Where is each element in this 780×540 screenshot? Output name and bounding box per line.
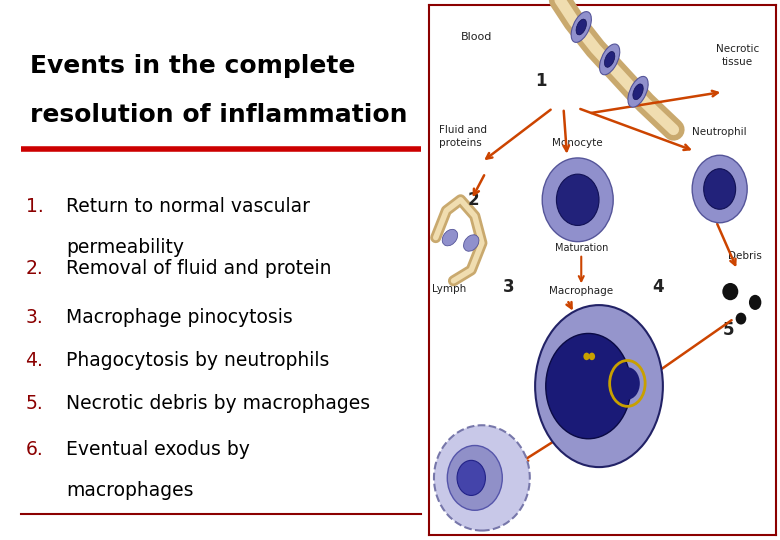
- Ellipse shape: [604, 51, 615, 68]
- Ellipse shape: [463, 235, 479, 251]
- Ellipse shape: [442, 230, 458, 246]
- Ellipse shape: [447, 446, 502, 510]
- Ellipse shape: [749, 295, 761, 310]
- Ellipse shape: [600, 44, 620, 75]
- Text: 5: 5: [723, 321, 735, 339]
- Text: Events in the complete: Events in the complete: [30, 54, 355, 78]
- Ellipse shape: [692, 156, 747, 222]
- Ellipse shape: [535, 305, 663, 467]
- Text: 5.: 5.: [26, 394, 43, 413]
- Text: macrophages: macrophages: [66, 481, 193, 500]
- Ellipse shape: [704, 168, 736, 209]
- Text: 2.: 2.: [26, 259, 43, 278]
- Text: Monocyte: Monocyte: [552, 138, 603, 148]
- Text: Macrophage pinocytosis: Macrophage pinocytosis: [66, 308, 292, 327]
- Ellipse shape: [589, 353, 595, 360]
- Text: Blood: Blood: [460, 32, 492, 43]
- Text: Removal of fluid and protein: Removal of fluid and protein: [66, 259, 332, 278]
- Text: Debris: Debris: [728, 251, 761, 261]
- Ellipse shape: [546, 333, 631, 438]
- Text: Phagocytosis by neutrophils: Phagocytosis by neutrophils: [66, 351, 329, 370]
- Text: 4: 4: [652, 278, 664, 295]
- Text: 1.: 1.: [26, 197, 43, 216]
- Ellipse shape: [571, 11, 591, 43]
- Text: permeability: permeability: [66, 238, 184, 256]
- Text: 2: 2: [468, 191, 480, 209]
- Text: Macrophage: Macrophage: [549, 286, 613, 296]
- Text: Lymph: Lymph: [432, 284, 466, 294]
- Ellipse shape: [542, 158, 613, 242]
- Ellipse shape: [576, 19, 587, 35]
- Text: Fluid and
proteins: Fluid and proteins: [439, 125, 488, 148]
- Text: Return to normal vascular: Return to normal vascular: [66, 197, 310, 216]
- Text: Necrotic debris by macrophages: Necrotic debris by macrophages: [66, 394, 370, 413]
- Text: Maturation: Maturation: [555, 243, 608, 253]
- Ellipse shape: [722, 283, 739, 300]
- Ellipse shape: [583, 353, 590, 360]
- Text: 3.: 3.: [26, 308, 43, 327]
- Text: Necrotic
tissue: Necrotic tissue: [716, 44, 759, 67]
- Ellipse shape: [434, 426, 530, 530]
- Text: 6: 6: [485, 445, 497, 463]
- Text: 3: 3: [503, 278, 515, 295]
- Text: Neutrophil: Neutrophil: [693, 127, 747, 137]
- Ellipse shape: [556, 174, 599, 226]
- Text: 6.: 6.: [26, 440, 43, 459]
- Ellipse shape: [633, 84, 644, 100]
- Text: resolution of inflammation: resolution of inflammation: [30, 103, 407, 126]
- Ellipse shape: [457, 460, 485, 496]
- Text: 4.: 4.: [26, 351, 44, 370]
- Ellipse shape: [615, 367, 640, 400]
- Ellipse shape: [736, 313, 746, 325]
- Text: Eventual exodus by: Eventual exodus by: [66, 440, 250, 459]
- Text: 1: 1: [535, 72, 547, 90]
- Ellipse shape: [628, 76, 648, 107]
